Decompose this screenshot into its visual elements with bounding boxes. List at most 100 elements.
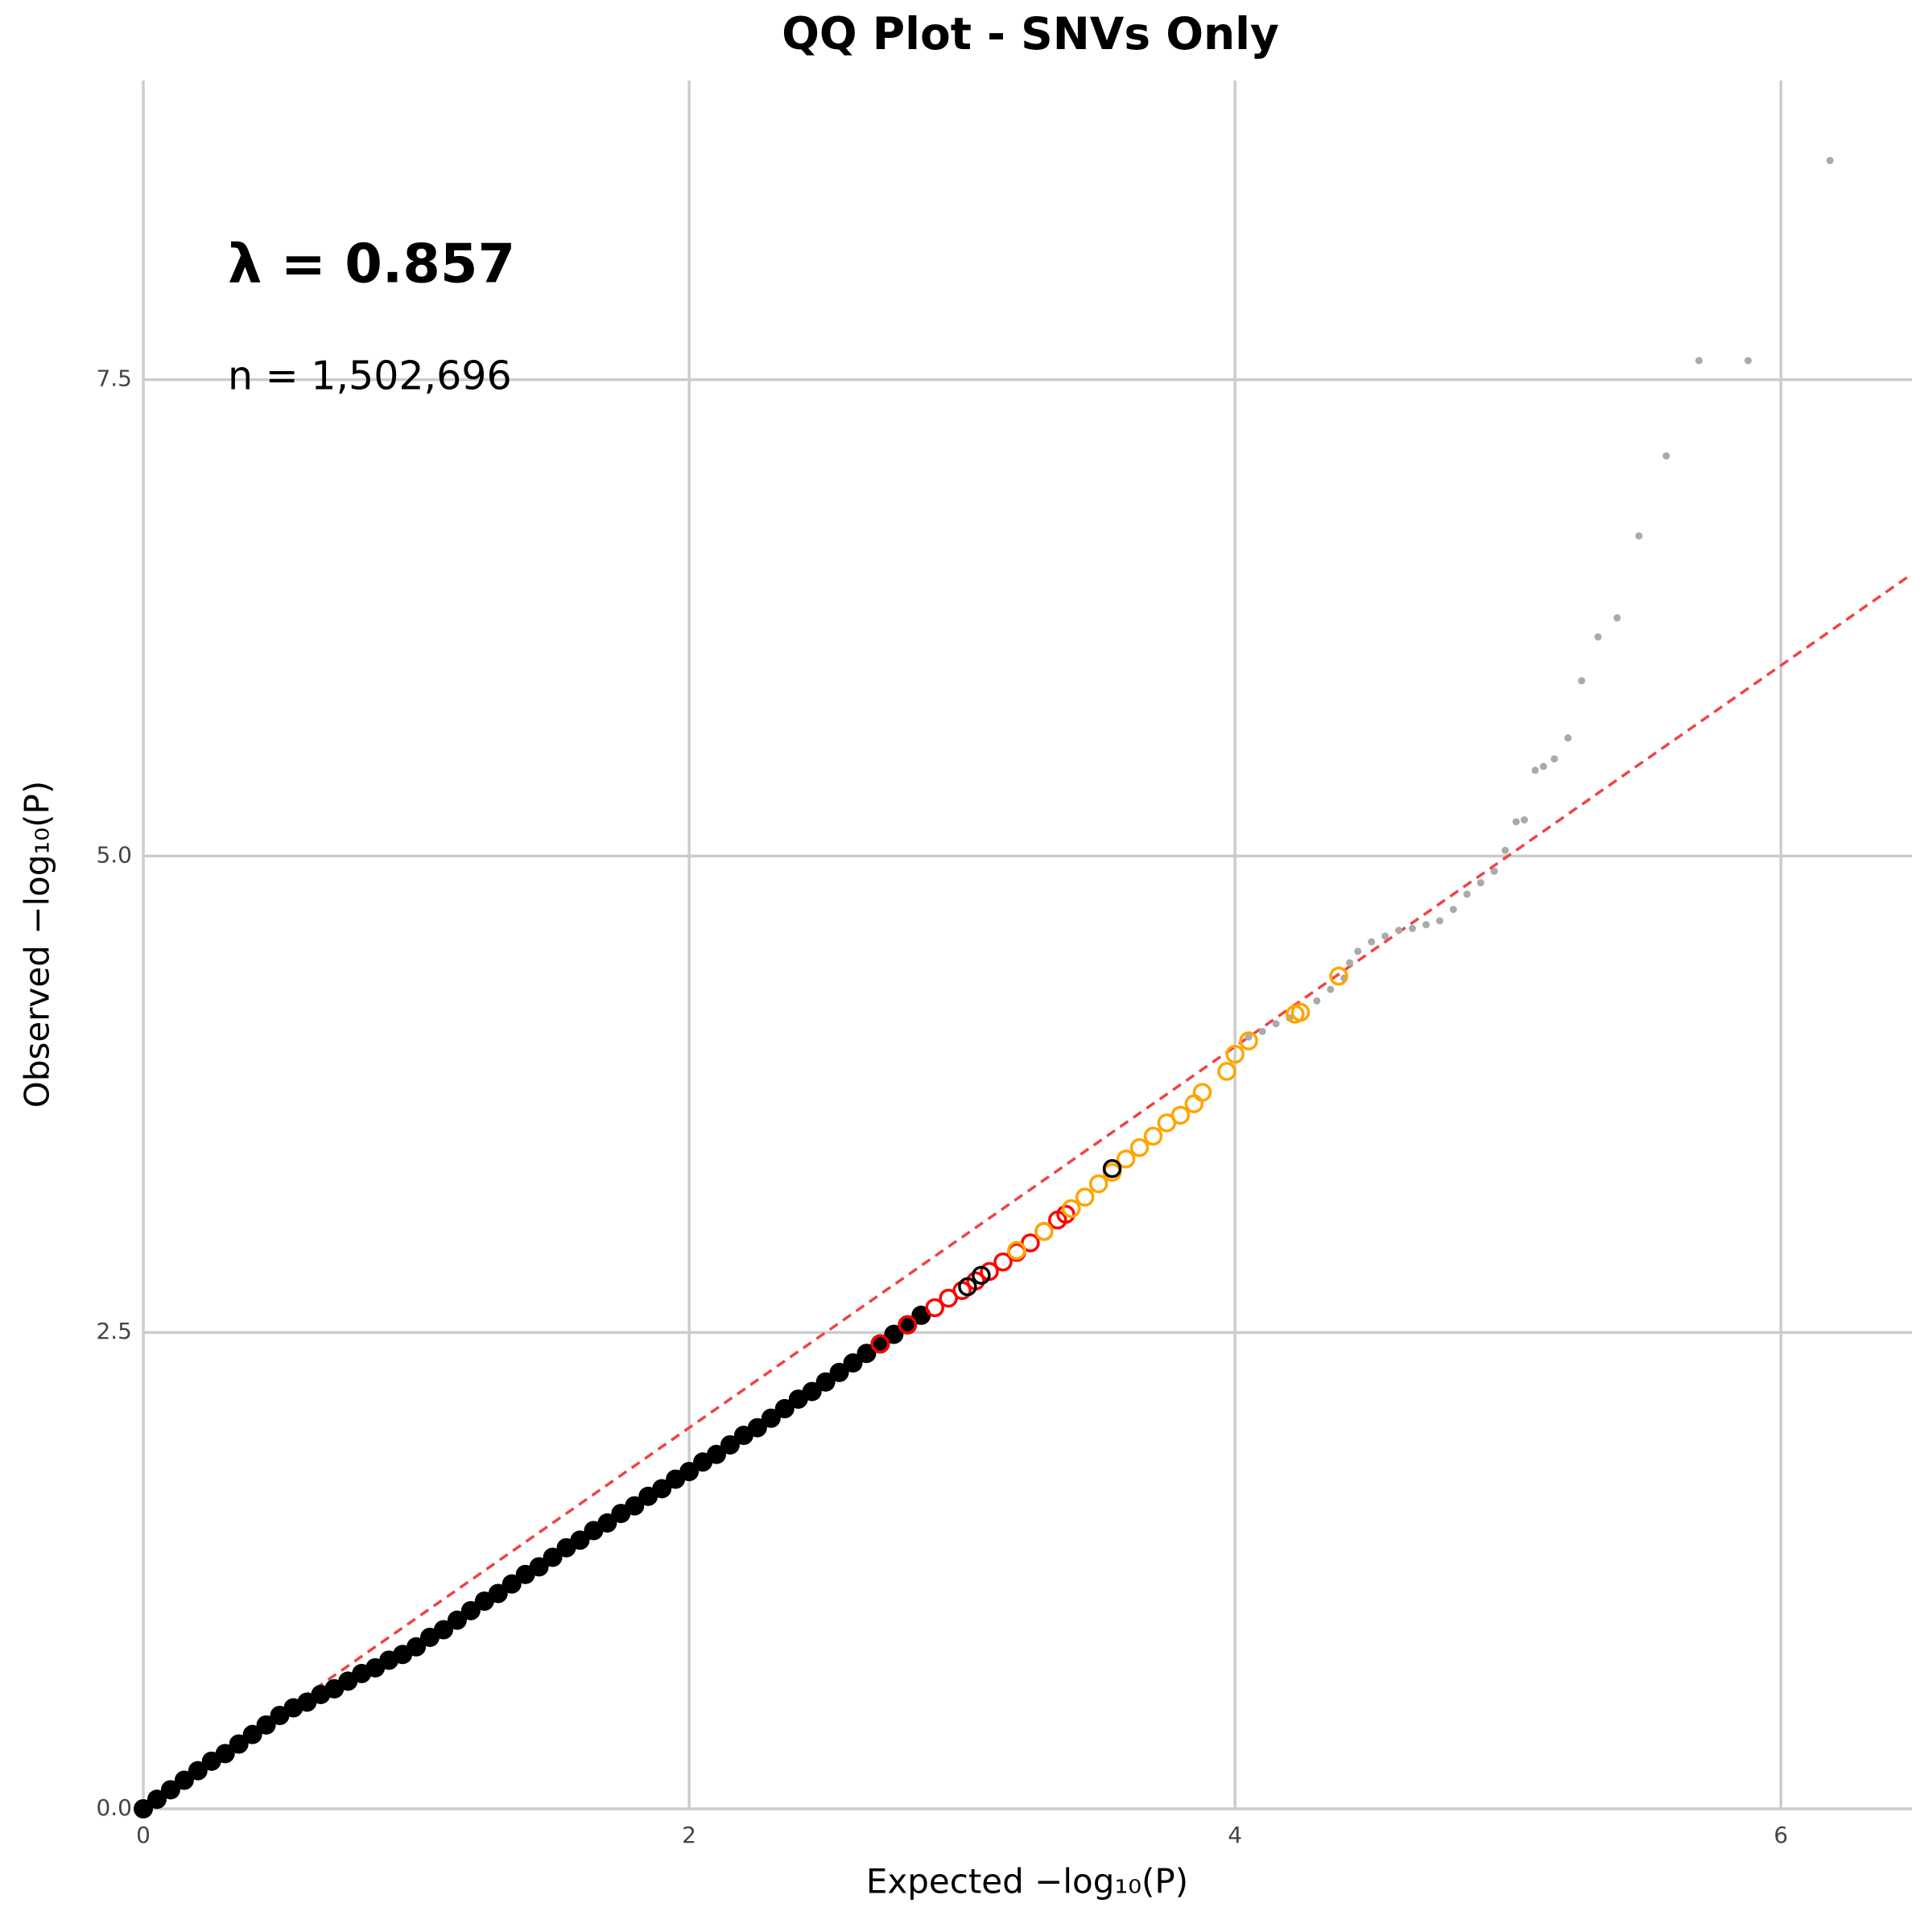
- reference-line: [142, 572, 1913, 1810]
- point: [1395, 927, 1403, 935]
- point: [1826, 156, 1834, 164]
- point: [215, 1744, 235, 1764]
- point: [1192, 1083, 1212, 1102]
- point: [1531, 766, 1539, 774]
- point: [761, 1408, 781, 1428]
- point: [134, 1799, 153, 1818]
- point: [829, 1362, 849, 1382]
- y-tick-label: 0.0: [96, 1794, 132, 1821]
- point: [1056, 1204, 1075, 1224]
- y-tick-label: 7.5: [96, 365, 132, 392]
- point: [1435, 917, 1443, 925]
- point: [242, 1724, 262, 1744]
- point: [1184, 1094, 1204, 1113]
- point: [1143, 1126, 1163, 1146]
- y-axis-label: Observed −log₁₀(P): [18, 781, 57, 1108]
- point: [1075, 1187, 1095, 1207]
- x-tick-label: 4: [1228, 1822, 1242, 1848]
- point: [488, 1583, 508, 1604]
- point: [543, 1547, 563, 1567]
- point: [843, 1353, 863, 1373]
- point: [256, 1715, 276, 1735]
- point: [1368, 938, 1376, 946]
- point: [1245, 1033, 1253, 1041]
- x-tick-label: 0: [136, 1822, 151, 1848]
- point: [1258, 1027, 1266, 1035]
- point: [857, 1344, 877, 1364]
- point: [652, 1479, 672, 1499]
- point: [747, 1418, 767, 1438]
- point: [1217, 1062, 1236, 1081]
- point: [147, 1790, 167, 1810]
- point: [1521, 815, 1529, 824]
- point: [1272, 1020, 1280, 1028]
- point: [1449, 906, 1457, 914]
- points: [134, 156, 1834, 1818]
- point: [1102, 1158, 1122, 1179]
- point: [972, 1265, 991, 1285]
- point: [774, 1398, 795, 1418]
- y-tick-label: 2.5: [96, 1318, 132, 1344]
- point: [160, 1780, 180, 1800]
- point: [884, 1324, 904, 1344]
- point: [679, 1462, 700, 1482]
- point: [597, 1513, 617, 1533]
- point: [1662, 452, 1670, 460]
- point: [1116, 1150, 1136, 1169]
- point: [1539, 762, 1547, 770]
- y-tick-label: 5.0: [96, 841, 132, 868]
- point: [1501, 846, 1509, 854]
- point: [229, 1734, 249, 1754]
- point: [529, 1557, 549, 1577]
- point: [1578, 677, 1586, 685]
- point: [433, 1620, 453, 1640]
- point: [958, 1277, 977, 1297]
- grid: [142, 80, 1912, 1810]
- x-axis-label: Expected −log₁₀(P): [866, 1862, 1188, 1901]
- point: [993, 1252, 1013, 1272]
- point: [460, 1600, 481, 1620]
- point: [1422, 921, 1430, 929]
- n-annotation: n = 1,502,696: [228, 353, 512, 399]
- point: [815, 1372, 836, 1392]
- point: [1061, 1199, 1081, 1219]
- x-tick-label: 2: [682, 1822, 696, 1848]
- point: [1327, 985, 1335, 993]
- point: [1313, 997, 1321, 1005]
- point: [1409, 924, 1417, 932]
- point: [1564, 734, 1572, 742]
- point: [1225, 1044, 1245, 1064]
- point: [1381, 932, 1389, 940]
- point: [407, 1637, 427, 1657]
- x-tick-label: 6: [1773, 1822, 1788, 1848]
- point: [1463, 890, 1471, 898]
- point: [1744, 357, 1752, 365]
- point: [570, 1530, 590, 1550]
- point: [447, 1610, 467, 1630]
- point: [625, 1496, 645, 1516]
- point: [1695, 357, 1703, 365]
- point: [1129, 1137, 1150, 1158]
- point: [870, 1334, 890, 1354]
- point: [1034, 1222, 1054, 1241]
- point: [802, 1381, 822, 1402]
- point: [1594, 633, 1602, 641]
- point: [1170, 1105, 1191, 1125]
- lambda-annotation: λ = 0.857: [228, 233, 515, 295]
- point: [706, 1444, 726, 1464]
- point: [1512, 818, 1520, 826]
- point: [502, 1574, 522, 1594]
- point: [898, 1315, 918, 1335]
- point: [1346, 959, 1354, 967]
- point: [1239, 1031, 1258, 1051]
- point: [1290, 1002, 1311, 1022]
- point: [1354, 947, 1362, 956]
- point: [1613, 614, 1621, 622]
- point: [1635, 532, 1643, 540]
- point: [720, 1435, 740, 1455]
- point: [1088, 1174, 1108, 1194]
- point: [1476, 879, 1484, 887]
- chart-title: QQ Plot - SNVs Only: [782, 8, 1279, 60]
